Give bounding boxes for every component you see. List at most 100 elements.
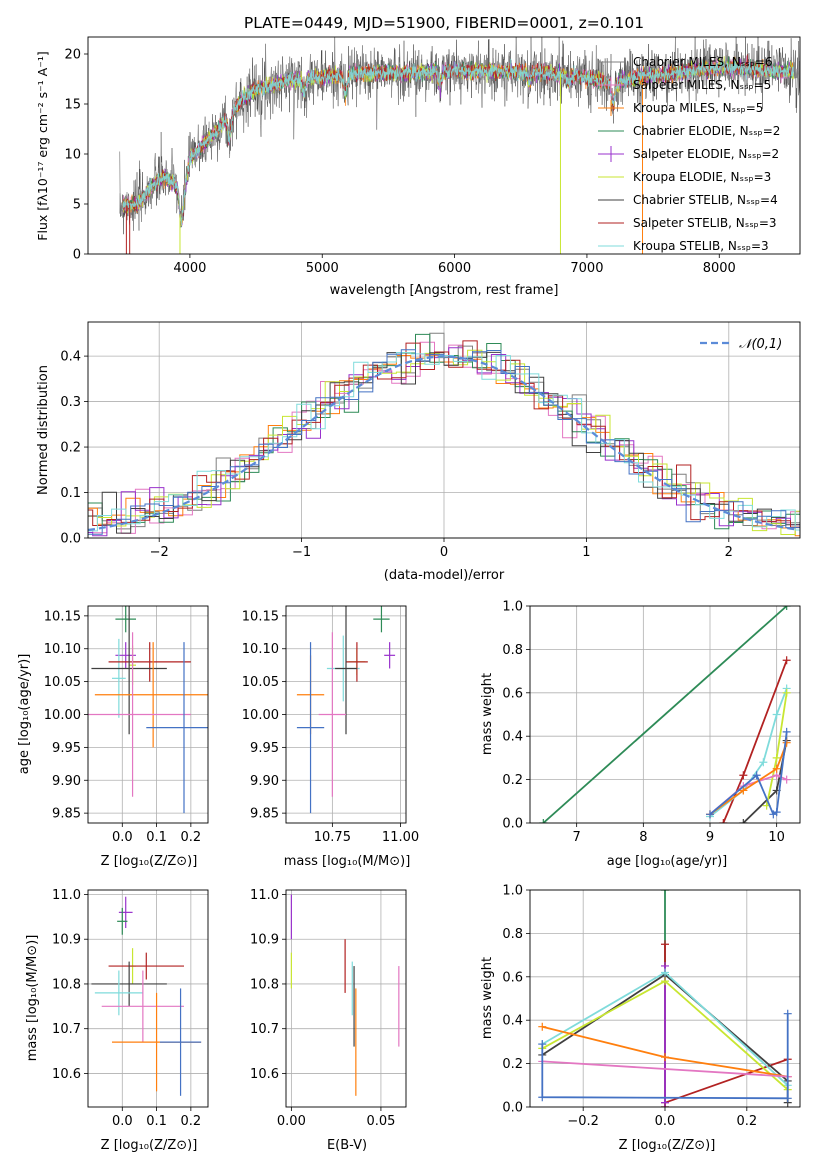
x-tick-label: 5000 (306, 261, 339, 276)
x-tick-label: 0.05 (366, 1114, 395, 1129)
x-tick-label: 0.0 (112, 830, 133, 845)
errorbar-point (94, 970, 143, 1016)
errorbar-point (112, 638, 126, 718)
age-vs-metallicity-panel: Z [log₁₀(Z/Z⊙)] age [log₁₀(age/yr)] 0.0 0… (17, 605, 209, 869)
weight-point-marker (783, 1094, 792, 1103)
weight-plot-area (538, 890, 792, 1107)
y-tick-label: 10.8 (52, 977, 81, 992)
y-tick-label: 10.15 (242, 609, 279, 624)
y-tick-label: 10.7 (52, 1022, 81, 1037)
errorbar-point (384, 642, 396, 669)
y-tick-label: 0.3 (60, 395, 81, 410)
errorbar-point (160, 988, 202, 1096)
legend-entry: Chabrier STELIB, Nₛₛₚ=4 (633, 193, 778, 207)
weight-point-marker (782, 738, 791, 747)
legend-entry: Chabrier ELODIE, Nₛₛₚ=2 (633, 124, 780, 138)
errorbar-point (115, 606, 136, 633)
weight-point-marker (661, 890, 669, 894)
x-tick-label: 11.00 (382, 830, 419, 845)
histogram-plot-area (88, 332, 800, 537)
weight-point-marker (783, 1009, 792, 1018)
histogram-ylabel: Normed distribution (36, 365, 51, 495)
y-tick-label: 10.9 (52, 933, 81, 948)
y-tick-label: 9.85 (250, 807, 279, 822)
x-tick-label: 7 (573, 830, 581, 845)
weight-point-marker (706, 810, 714, 819)
y-tick-label: 0.8 (502, 643, 523, 658)
weight-point-marker (782, 727, 791, 736)
weight-point-marker (661, 1053, 669, 1062)
y-tick-label: 9.85 (52, 807, 81, 822)
age-z-xlabel: Z [log₁₀(Z/Z⊙)] (101, 854, 198, 869)
y-tick-label: 0.2 (502, 1057, 523, 1072)
errorbar-point (318, 632, 346, 797)
x-tick-label: 7000 (570, 261, 603, 276)
weight-z-xlabel: Z [log₁₀(Z/Z⊙)] (619, 1138, 716, 1153)
x-tick-label: 0.00 (277, 1114, 306, 1129)
x-tick-label: 0.1 (146, 1114, 167, 1129)
y-tick-label: 1.0 (502, 884, 523, 899)
y-tick-label: 0.0 (60, 532, 81, 547)
y-tick-label: 11.0 (52, 888, 81, 903)
y-tick-label: 9.90 (52, 774, 81, 789)
errorbar-point (108, 952, 184, 980)
y-tick-label: 1.0 (502, 600, 523, 615)
x-tick-label: 1 (582, 545, 590, 560)
axes-frame (529, 605, 801, 824)
legend-entry: 𝒩(0,1) (739, 337, 782, 352)
weight-point-marker (538, 1022, 547, 1031)
weight-series-line (541, 1013, 789, 1100)
errorbar-point (118, 896, 133, 929)
errorbar-point (91, 606, 167, 735)
weight-age-ylabel: mass weight (480, 673, 495, 755)
axes-frame (87, 605, 209, 824)
y-tick-label: 9.95 (52, 741, 81, 756)
weight-point-marker (739, 771, 748, 780)
spectrum-panel: PLATE=0449, MJD=51900, FIBERID=0001, z=0… (35, 14, 801, 298)
histogram-series-step (88, 340, 800, 528)
y-tick-label: 0.0 (502, 1101, 523, 1116)
age-vs-mass-panel: mass [log₁₀(M/M⊙)] 10.75 11.00 9.85 9.90 9.9… (242, 605, 419, 869)
errorbar-point (346, 642, 368, 682)
axes-frame (87, 36, 801, 255)
x-tick-label: 10 (768, 830, 785, 845)
x-tick-label: 4000 (173, 261, 206, 276)
weight-point-marker (538, 1040, 547, 1049)
axes-frame (87, 889, 209, 1108)
histogram-xlabel: (data-model)/error (384, 568, 505, 583)
errorbar-point (296, 642, 325, 814)
axes-frame (87, 321, 801, 539)
y-tick-label: 0.4 (502, 730, 523, 745)
weight-point-marker (759, 758, 768, 767)
weight-point-marker (772, 764, 781, 773)
x-tick-label: 10.75 (314, 830, 351, 845)
x-tick-label: 0 (440, 545, 448, 560)
errorbar-point (91, 961, 167, 1007)
age-z-ylabel: age [log₁₀(age/yr)] (17, 654, 32, 775)
errorbar-point (108, 642, 191, 682)
x-tick-label: 0.0 (112, 1114, 133, 1129)
x-tick-label: 8000 (703, 261, 736, 276)
weight-point-marker (782, 688, 791, 697)
legend-entry: Salpeter MILES, Nₛₛₚ=5 (633, 78, 771, 92)
spectrum-series-line (122, 58, 794, 226)
legend-entry: Salpeter ELODIE, Nₛₛₚ=2 (633, 147, 779, 161)
errorbar-point (94, 642, 208, 748)
x-tick-label: 8 (639, 830, 647, 845)
y-tick-label: 10.7 (250, 1022, 279, 1037)
histogram-series-step (88, 352, 800, 532)
weight-series-line (542, 606, 788, 823)
errorbar-point (146, 642, 208, 814)
weight-point-marker (772, 808, 781, 817)
weight-point-marker (752, 771, 761, 780)
axes-frame (529, 889, 801, 1108)
axes-frame (285, 889, 407, 1108)
errorbar-plot-area (296, 606, 396, 814)
y-tick-label: 0.4 (502, 1014, 523, 1029)
x-tick-label: 0.2 (181, 1114, 202, 1129)
weight-point-marker (739, 819, 748, 823)
legend-entry: Kroupa STELIB, Nₛₛₚ=3 (633, 239, 769, 253)
errorbar-point (88, 632, 191, 797)
spectrum-ylabel: Flux [fλ10⁻¹⁷ erg cm⁻² s⁻¹ A⁻¹] (35, 51, 50, 240)
spectrum-plot-area (119, 37, 800, 254)
